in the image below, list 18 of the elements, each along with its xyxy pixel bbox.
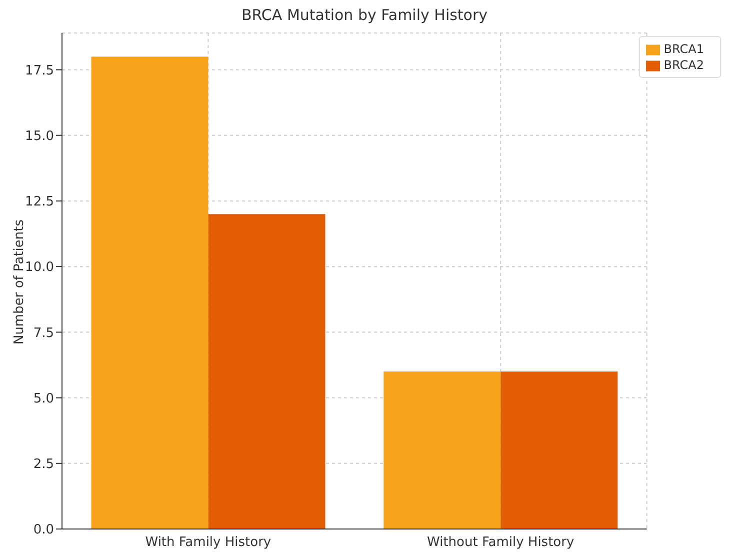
x-tick-label: Without Family History <box>427 535 574 550</box>
y-axis-title: Number of Patients <box>12 219 27 345</box>
y-tick-label: 17.5 <box>25 63 54 78</box>
y-tick-label: 2.5 <box>33 457 54 472</box>
bar <box>500 372 618 529</box>
y-tick-label: 5.0 <box>33 391 54 406</box>
y-tick-label: 12.5 <box>25 194 54 210</box>
chart-title: BRCA Mutation by Family History <box>240 6 489 24</box>
legend-label: BRCA2 <box>664 58 704 72</box>
y-tick-label: 0.0 <box>33 522 54 538</box>
x-tick-label: With Family History <box>145 535 272 550</box>
bar <box>208 214 326 529</box>
y-tick-label: 7.5 <box>33 326 54 341</box>
bar <box>384 372 501 529</box>
y-tick-label: 15.0 <box>25 128 54 144</box>
y-tick-label: 10.0 <box>25 260 54 276</box>
bar <box>91 56 208 529</box>
legend-label: BRCA1 <box>664 42 704 56</box>
